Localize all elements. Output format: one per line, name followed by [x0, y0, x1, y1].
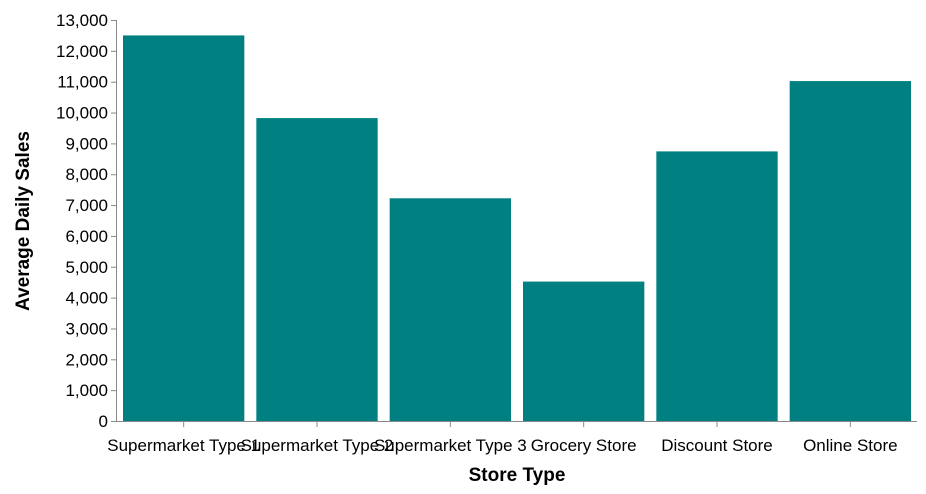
- y-tick-label: 13,000: [56, 11, 108, 30]
- y-tick-label: 1,000: [65, 381, 108, 400]
- y-tick-label: 2,000: [65, 350, 108, 369]
- x-tick-label: Supermarket Type 3: [374, 436, 527, 455]
- bar-6: [789, 81, 911, 421]
- y-tick-label: 6,000: [65, 227, 108, 246]
- y-tick-label: 9,000: [65, 134, 108, 153]
- y-tick-label: 4,000: [65, 289, 108, 308]
- y-tick-label: 8,000: [65, 165, 108, 184]
- x-tick-label: Online Store: [803, 436, 898, 455]
- x-tick-label: Grocery Store: [531, 436, 637, 455]
- bar-3: [389, 198, 511, 421]
- x-axis-title: Store Type: [469, 465, 566, 486]
- bar-2: [256, 118, 378, 421]
- y-ticks: 0 1,000 2,000 3,000 4,000 5,000 6,000 7,000 8,00…: [56, 11, 117, 431]
- x-tick-label: Supermarket Type 1: [107, 436, 260, 455]
- bar-4: [523, 281, 645, 421]
- y-axis: 0 1,000 2,000 3,000 4,000 5,000 6,000 7,000 8,00…: [56, 11, 117, 431]
- y-tick-label: 5,000: [65, 258, 108, 277]
- x-tick-label: Discount Store: [661, 436, 773, 455]
- y-tick-label: 0: [99, 412, 108, 431]
- y-tick-label: 3,000: [65, 319, 108, 338]
- y-tick-label: 7,000: [65, 196, 108, 215]
- y-tick-label: 10,000: [56, 104, 108, 123]
- bar-1: [123, 35, 245, 422]
- bars-layer: [123, 35, 911, 422]
- y-tick-label: 11,000: [57, 73, 108, 92]
- y-axis-title: Average Daily Sales: [13, 131, 34, 311]
- y-tick-label: 12,000: [56, 42, 108, 61]
- x-tick-label: Supermarket Type 2: [241, 436, 394, 455]
- bar-5: [656, 151, 778, 421]
